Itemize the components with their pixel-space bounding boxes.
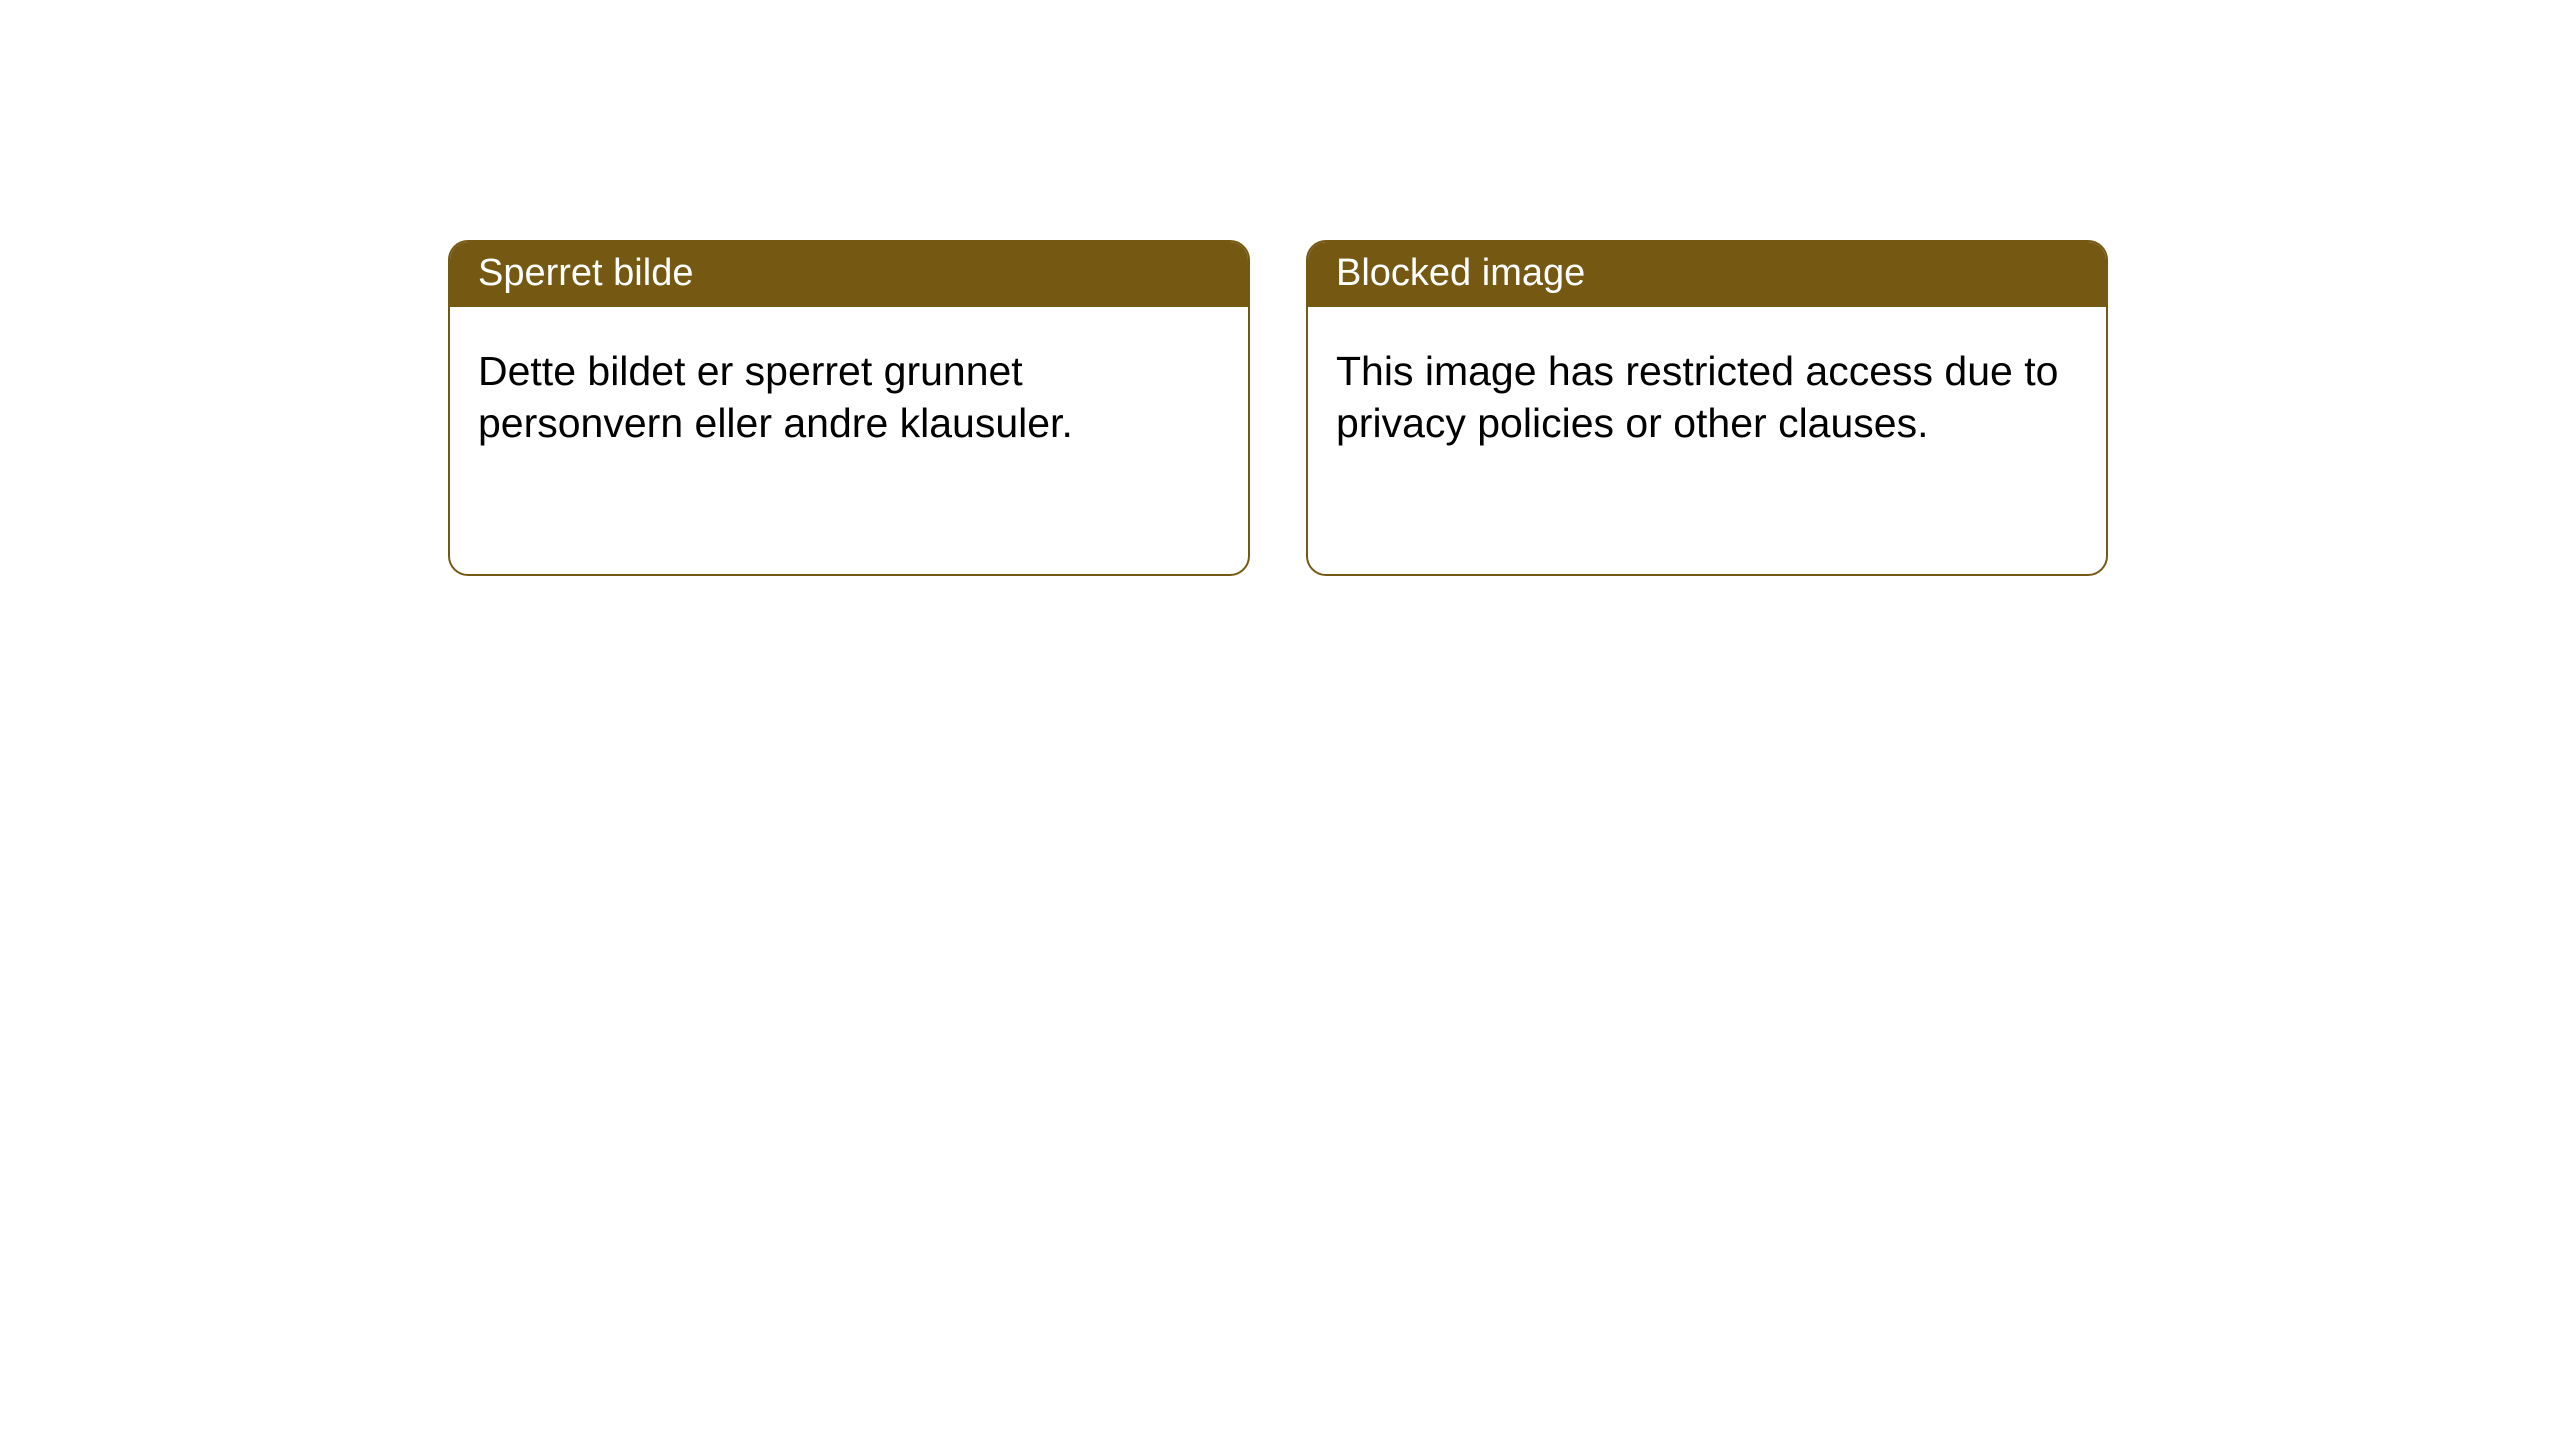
notice-body: Dette bildet er sperret grunnet personve… [450,307,1248,478]
notice-title: Sperret bilde [450,242,1248,307]
notice-card-english: Blocked image This image has restricted … [1306,240,2108,576]
notice-container: Sperret bilde Dette bildet er sperret gr… [0,0,2560,576]
notice-card-norwegian: Sperret bilde Dette bildet er sperret gr… [448,240,1250,576]
notice-title: Blocked image [1308,242,2106,307]
notice-body: This image has restricted access due to … [1308,307,2106,478]
